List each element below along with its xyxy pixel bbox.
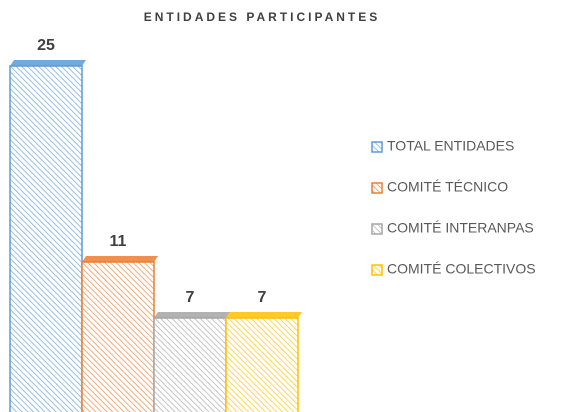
legend-swatch (371, 223, 383, 235)
legend-swatch (371, 264, 383, 276)
bar (9, 65, 83, 412)
bar-top (10, 60, 86, 66)
chart-title: ENTIDADES PARTICIPANTES (144, 10, 381, 24)
legend-swatch (371, 182, 383, 194)
value-label: 11 (110, 233, 127, 250)
value-label: 7 (186, 289, 195, 306)
value-label: 7 (258, 289, 267, 306)
legend-label: TOTAL ENTIDADES (387, 138, 514, 154)
bar-top (82, 256, 158, 262)
legend-label: COMITÉ TÉCNICO (387, 179, 508, 195)
legend-label: COMITÉ INTERANPAS (387, 220, 534, 236)
legend-label: COMITÉ COLECTIVOS (387, 261, 536, 277)
legend-swatch (371, 141, 383, 153)
bar-top (226, 312, 302, 318)
bar (153, 317, 227, 412)
bar (81, 261, 155, 412)
bar-top (154, 312, 230, 318)
value-label: 25 (37, 37, 55, 54)
bar (225, 317, 299, 412)
